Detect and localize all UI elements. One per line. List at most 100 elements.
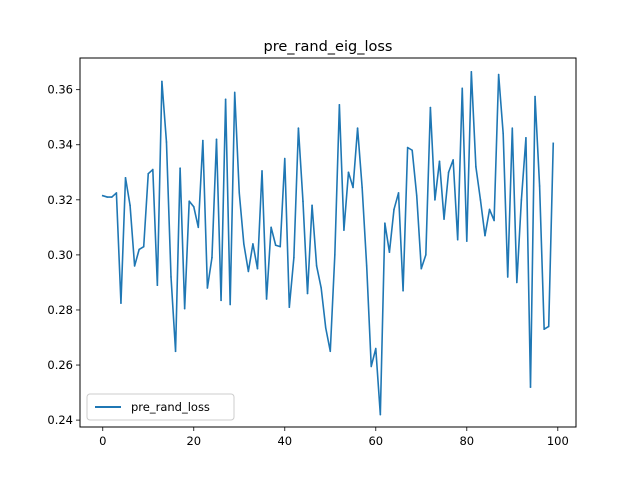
data-point (115, 192, 118, 194)
data-point (147, 172, 150, 175)
legend: pre_rand_loss (86, 393, 235, 421)
x-tick-label: 40 (277, 434, 292, 448)
data-point (547, 325, 550, 328)
data-point (233, 91, 236, 94)
y-tick-label: 0.28 (47, 303, 73, 317)
data-point (452, 159, 454, 161)
data-point (288, 306, 291, 309)
data-point (224, 98, 227, 101)
data-point (243, 243, 245, 245)
x-tick-label: 100 (547, 434, 569, 448)
data-point (206, 287, 209, 289)
data-point (338, 104, 341, 106)
x-axis: 0 20 40 60 80 100 (99, 427, 569, 448)
data-point (283, 157, 286, 160)
data-point (420, 267, 423, 270)
data-point (293, 256, 295, 259)
data-point (493, 219, 495, 222)
data-point (297, 127, 300, 130)
data-point (552, 142, 555, 145)
data-point (265, 298, 268, 300)
data-point (129, 204, 131, 207)
data-point (101, 194, 104, 197)
data-point (379, 413, 382, 416)
data-point (484, 234, 486, 237)
plot-area (101, 70, 555, 416)
data-point (465, 240, 468, 242)
data-point (425, 254, 427, 256)
data-point (388, 251, 391, 253)
y-tick-label: 0.34 (47, 138, 73, 152)
data-point (475, 165, 477, 168)
data-point (202, 139, 204, 142)
data-point (183, 307, 186, 310)
data-point (365, 265, 368, 267)
data-point (238, 192, 241, 194)
data-point (197, 226, 200, 229)
data-point (142, 245, 145, 248)
data-point (174, 350, 177, 353)
data-point (443, 218, 445, 220)
data-point (274, 244, 277, 247)
data-point (456, 238, 459, 241)
data-point (438, 160, 441, 163)
y-tick-label: 0.24 (47, 413, 73, 427)
data-point (324, 327, 327, 329)
data-point (502, 132, 504, 135)
data-point (229, 303, 231, 306)
data-point (161, 80, 163, 83)
data-point (152, 168, 154, 171)
x-tick-label: 0 (99, 434, 106, 448)
data-point (111, 196, 113, 198)
data-point (538, 185, 541, 187)
data-point (170, 276, 172, 278)
data-point (434, 199, 436, 201)
data-point (415, 194, 418, 197)
data-point (120, 302, 122, 304)
data-point (497, 73, 500, 76)
y-tick-label: 0.32 (47, 193, 73, 207)
data-point (329, 350, 332, 353)
data-point (124, 176, 127, 179)
data-point (279, 245, 282, 248)
x-tick-label: 60 (368, 434, 383, 448)
data-point (188, 200, 191, 202)
data-point (311, 204, 313, 207)
data-point (347, 171, 350, 174)
data-point (406, 146, 409, 149)
x-tick-label: 20 (186, 434, 201, 448)
data-point (429, 106, 432, 109)
data-point (270, 226, 272, 229)
data-point (411, 149, 413, 152)
data-point (334, 254, 336, 256)
y-tick-label: 0.26 (47, 358, 73, 372)
data-point (470, 70, 473, 73)
data-point (320, 287, 322, 289)
legend-box (86, 393, 235, 421)
data-point (220, 299, 222, 302)
data-point (156, 284, 159, 286)
data-point (356, 127, 359, 130)
data-point (506, 276, 509, 278)
data-point (525, 137, 527, 139)
series-line-0 (101, 70, 555, 416)
data-point (384, 222, 386, 225)
legend-label: pre_rand_loss (131, 400, 210, 414)
data-point (192, 205, 195, 208)
data-point (447, 171, 450, 174)
data-point (511, 127, 514, 130)
data-point (256, 267, 259, 270)
data-point (529, 386, 532, 388)
data-point (179, 167, 181, 169)
axes-frame (79, 57, 577, 428)
data-point (133, 265, 136, 267)
data-point (165, 141, 168, 143)
data-point (315, 265, 318, 267)
data-point (252, 243, 254, 245)
data-point (343, 229, 345, 231)
data-point (516, 281, 518, 284)
data-point (534, 95, 536, 98)
y-tick-label: 0.36 (47, 83, 73, 97)
data-point (543, 328, 545, 331)
